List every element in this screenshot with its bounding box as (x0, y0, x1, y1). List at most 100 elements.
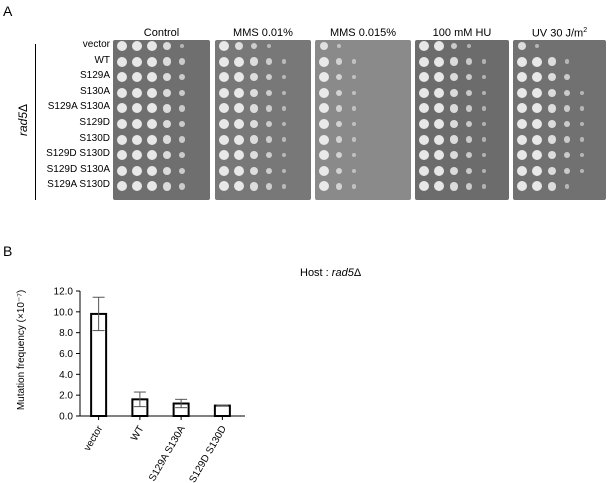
yeast-spot (450, 42, 458, 50)
yeast-spot (563, 120, 571, 128)
yeast-spot (419, 41, 429, 51)
condition-title-superscript: 2 (583, 27, 588, 34)
yeast-spot (517, 87, 527, 98)
yeast-spot (117, 87, 127, 98)
yeast-spot (281, 184, 287, 189)
yeast-spot (162, 166, 172, 175)
y-tick-label: 0.0 (59, 412, 73, 423)
yeast-spot (449, 104, 459, 113)
yeast-spot (147, 119, 157, 129)
yeast-spot (234, 165, 244, 176)
plate-image (215, 40, 311, 200)
strain-label: S129A S130D (47, 179, 110, 191)
yeast-spot (265, 58, 273, 65)
yeast-spot (351, 121, 357, 127)
yeast-spot (419, 56, 429, 67)
y-tick-label: 6.0 (59, 349, 73, 360)
yeast-spot (117, 103, 127, 114)
yeast-spot (234, 87, 244, 98)
yeast-spot (250, 42, 258, 50)
yeast-spot (465, 183, 473, 190)
yeast-spot (249, 88, 259, 97)
condition-title-text: MMS 0.01% (233, 27, 293, 39)
panel-b-label: B (3, 243, 13, 259)
yeast-spot (147, 181, 157, 192)
y-tick-label: 12.0 (54, 287, 74, 298)
yeast-spot (178, 151, 186, 159)
yeast-spot (249, 151, 259, 160)
yeast-spot (579, 121, 585, 127)
yeast-spot (249, 119, 259, 129)
yeast-spot (351, 75, 357, 80)
yeast-spot (547, 88, 557, 97)
yeast-spot (532, 181, 542, 192)
condition-title: UV 30 J/m2 (513, 27, 606, 40)
yeast-spot (335, 120, 343, 128)
yeast-spot (234, 72, 244, 83)
yeast-spot (335, 167, 343, 175)
yeast-spot (319, 72, 329, 83)
yeast-spot (319, 119, 329, 129)
yeast-spot (532, 56, 542, 67)
yeast-spot (481, 153, 487, 158)
host-delta: Δ (353, 267, 362, 279)
host-prefix: Host : (300, 267, 332, 279)
yeast-spot (465, 151, 473, 159)
yeast-spot (265, 183, 273, 190)
x-tick-label: S129A S130A (147, 424, 188, 483)
condition-title-text: 100 mM HU (432, 27, 492, 39)
condition-title: MMS 0.01% (215, 27, 311, 39)
yeast-spot (162, 88, 172, 97)
yeast-spot (266, 43, 272, 49)
yeast-spot (547, 151, 557, 160)
yeast-spot (449, 88, 459, 97)
yeast-spot (547, 135, 557, 144)
yeast-spot (419, 181, 429, 192)
yeast-spot (517, 56, 527, 67)
yeast-spot (532, 150, 542, 161)
yeast-spot (419, 119, 429, 129)
yeast-spot (249, 57, 259, 66)
yeast-spot (162, 119, 172, 129)
yeast-spot (563, 167, 571, 175)
panel-a-label: A (3, 3, 13, 19)
yeast-spot (434, 41, 444, 51)
yeast-spot (449, 57, 459, 66)
yeast-spot (132, 87, 142, 98)
yeast-spot (351, 153, 357, 158)
yeast-spot (481, 59, 487, 64)
yeast-spot (178, 136, 186, 143)
yeast-spot (281, 75, 287, 80)
yeast-spot (579, 153, 585, 158)
yeast-spot (465, 89, 473, 97)
yeast-spot (532, 87, 542, 98)
yeast-spot (219, 103, 229, 114)
yeast-spot (481, 137, 487, 142)
yeast-spot (219, 56, 229, 67)
yeast-spot (132, 41, 142, 51)
yeast-spot (547, 73, 557, 82)
yeast-spot (219, 150, 229, 161)
condition-title: 100 mM HU (415, 27, 509, 39)
yeast-spot (351, 168, 357, 173)
yeast-spot (517, 134, 527, 145)
yeast-spot (178, 89, 186, 97)
yeast-spot (265, 151, 273, 159)
yeast-spot (117, 72, 127, 83)
yeast-spot (419, 72, 429, 83)
yeast-spot (481, 75, 487, 80)
yeast-spot (517, 181, 527, 192)
yeast-spot (249, 73, 259, 82)
yeast-spot (532, 165, 542, 176)
yeast-spot (132, 72, 142, 83)
bar (213, 404, 231, 418)
condition-title: MMS 0.015% (315, 27, 411, 39)
yeast-spot (265, 120, 273, 128)
yeast-spot (434, 103, 444, 114)
yeast-spot (564, 184, 570, 189)
yeast-spot (532, 134, 542, 145)
yeast-spot (117, 41, 127, 51)
condition-title: Control (113, 27, 210, 39)
strain-label: S129A S130A (47, 101, 110, 113)
